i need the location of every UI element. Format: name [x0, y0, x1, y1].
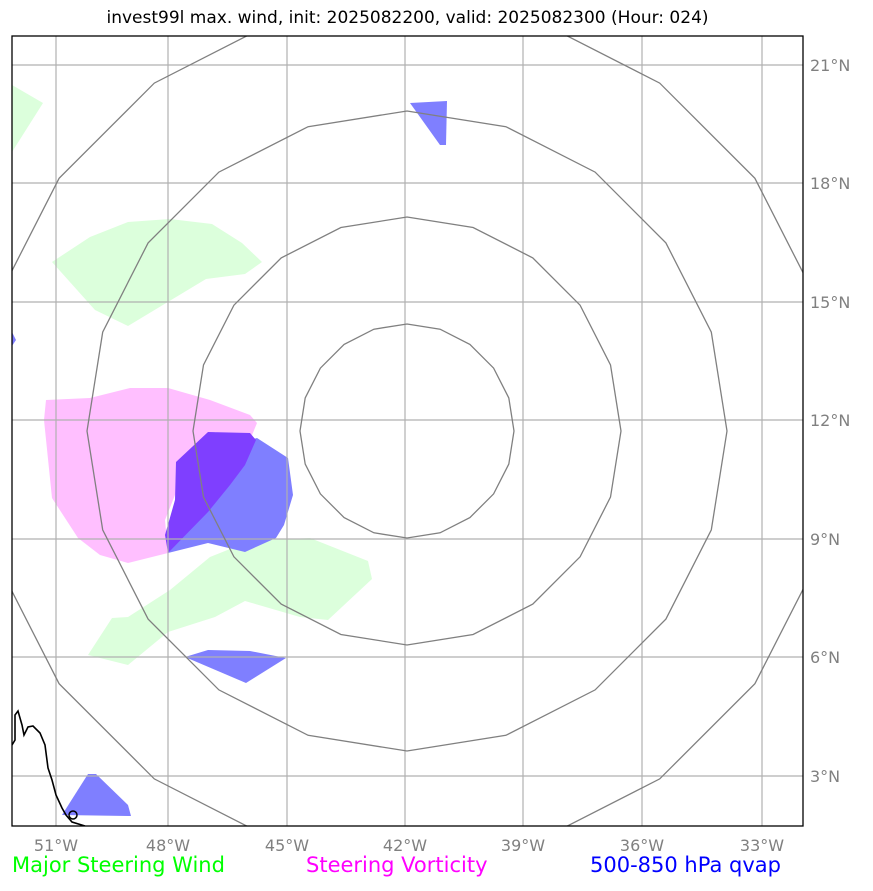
- coastline: [12, 709, 86, 826]
- qvap-area: [62, 774, 131, 816]
- wind-area: [52, 219, 262, 326]
- legend-steering-wind: Major Steering Wind: [12, 853, 225, 877]
- coastline-island: [68, 810, 78, 820]
- qvap-area: [185, 650, 286, 683]
- wind-area: [88, 538, 372, 665]
- legend-qvap: 500-850 hPa qvap: [590, 853, 781, 877]
- qvap-area: [410, 101, 447, 145]
- range-ring: [12, 36, 803, 826]
- range-ring: [192, 216, 622, 646]
- latitude-labels: 21°N 18°N 15°N 12°N 9°N 6°N 3°N: [810, 56, 850, 786]
- latitude-label: 18°N: [810, 174, 850, 193]
- longitude-label: 45°W: [265, 836, 309, 855]
- longitude-label: 51°W: [34, 836, 78, 855]
- range-rings: [12, 36, 803, 826]
- longitude-labels: 51°W 48°W 45°W 42°W 39°W 36°W 33°W: [34, 836, 784, 855]
- latitude-label: 12°N: [810, 411, 850, 430]
- longitude-label: 36°W: [620, 836, 664, 855]
- map-frame: [11, 35, 804, 827]
- plot-title: invest99l max. wind, init: 2025082200, v…: [106, 8, 709, 28]
- qvap-areas: [12, 101, 447, 816]
- latitude-label: 9°N: [810, 530, 840, 549]
- latitude-label: 6°N: [810, 648, 840, 667]
- latitude-label: 15°N: [810, 293, 850, 312]
- latitude-label: 3°N: [810, 767, 840, 786]
- wind-areas: [12, 85, 372, 665]
- vorticity-area: [44, 388, 257, 563]
- graticule: [12, 36, 803, 826]
- range-ring: [86, 110, 728, 752]
- longitude-label: 48°W: [146, 836, 190, 855]
- wind-area: [12, 85, 43, 152]
- qvap-area: [168, 438, 293, 553]
- longitude-label: 39°W: [501, 836, 545, 855]
- latitude-label: 21°N: [810, 56, 850, 75]
- qvap-area: [12, 332, 16, 346]
- legend-steering-vorticity: Steering Vorticity: [306, 853, 488, 877]
- range-ring: [299, 323, 515, 539]
- qvap-vorticity-overlap: [165, 432, 256, 553]
- longitude-label: 33°W: [740, 836, 784, 855]
- longitude-label: 42°W: [383, 836, 427, 855]
